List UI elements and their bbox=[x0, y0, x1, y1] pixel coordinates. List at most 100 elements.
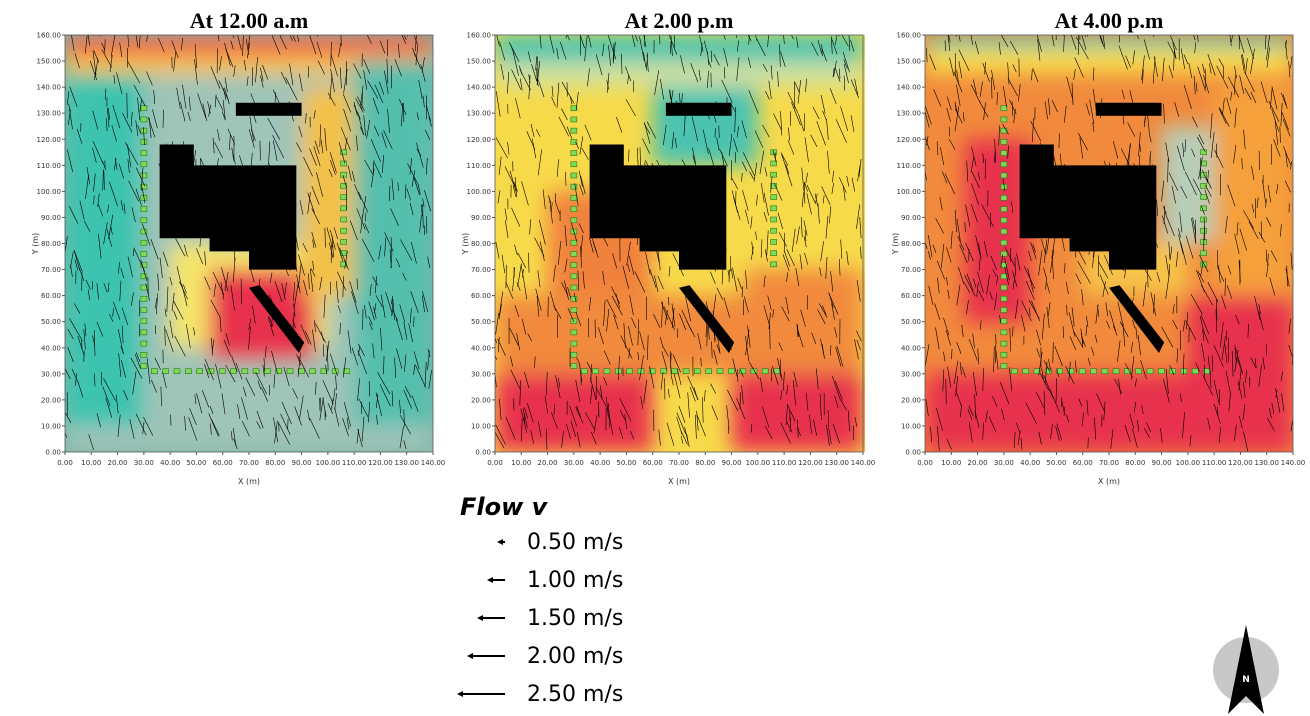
flow-vector bbox=[361, 239, 375, 262]
tree bbox=[1022, 368, 1029, 375]
flow-vector bbox=[188, 179, 196, 196]
tree bbox=[570, 329, 578, 336]
flow-vector bbox=[507, 71, 510, 94]
flow-vector bbox=[564, 280, 569, 300]
flow-vector bbox=[988, 416, 997, 433]
flow-vector bbox=[113, 75, 116, 84]
flow-vector bbox=[558, 116, 570, 137]
flow-vector bbox=[744, 209, 750, 224]
flow-vector bbox=[146, 71, 153, 86]
flow-vector bbox=[364, 223, 370, 234]
x-tick-label: 100.00 bbox=[746, 459, 771, 467]
flow-vector bbox=[796, 36, 799, 48]
flow-vector bbox=[782, 371, 785, 391]
flow-vector bbox=[968, 338, 978, 361]
flow-vector bbox=[357, 96, 365, 112]
flow-vector bbox=[968, 405, 974, 417]
flow-vector bbox=[1032, 68, 1039, 83]
flow-vector bbox=[612, 253, 618, 269]
flow-vector bbox=[643, 379, 647, 404]
flow-vector bbox=[1045, 277, 1047, 290]
flow-vector bbox=[859, 217, 862, 239]
flow-vector bbox=[1207, 355, 1211, 374]
flow-vector bbox=[346, 418, 350, 430]
flow-vector bbox=[235, 362, 243, 380]
flow-vector bbox=[101, 42, 106, 51]
flow-vector bbox=[679, 224, 681, 241]
x-tick-label: 10.00 bbox=[511, 459, 531, 467]
building bbox=[235, 102, 302, 116]
flow-vector bbox=[206, 169, 209, 180]
flow-vector bbox=[158, 163, 170, 186]
flow-vector bbox=[840, 239, 843, 259]
flow-vector bbox=[1030, 242, 1037, 260]
flow-vector bbox=[326, 344, 329, 371]
flow-vector bbox=[303, 280, 308, 296]
tree bbox=[1200, 205, 1207, 212]
tree bbox=[770, 239, 777, 245]
legend: 0.50 m/s1.00 m/s1.50 m/s2.00 m/s2.50 m/s bbox=[457, 530, 623, 707]
flow-vector bbox=[1198, 134, 1205, 145]
flow-vector bbox=[1262, 180, 1266, 203]
flow-vector bbox=[1162, 57, 1165, 82]
flow-vector bbox=[976, 282, 979, 297]
flow-vector bbox=[575, 311, 582, 326]
x-tick-label: 30.00 bbox=[134, 459, 154, 467]
flow-vector bbox=[1092, 246, 1096, 258]
flow-vector bbox=[166, 143, 173, 158]
flow-vector bbox=[269, 272, 273, 283]
flow-vector bbox=[936, 141, 939, 156]
flow-vector bbox=[723, 297, 730, 318]
flow-vector bbox=[109, 313, 114, 322]
flow-vector bbox=[796, 323, 799, 337]
flow-vector bbox=[292, 311, 295, 336]
flow-vector bbox=[551, 412, 558, 429]
flow-vector bbox=[159, 257, 163, 278]
flow-vector bbox=[840, 399, 847, 411]
tree bbox=[140, 228, 148, 235]
tree bbox=[770, 183, 777, 189]
flow-vector bbox=[299, 200, 304, 215]
flow-vector bbox=[362, 195, 367, 218]
flow-vector bbox=[669, 89, 671, 100]
flow-vector bbox=[365, 212, 367, 222]
y-tick-label: 20.00 bbox=[41, 396, 61, 404]
flow-vector bbox=[1130, 342, 1133, 353]
flow-vector bbox=[553, 404, 555, 415]
flow-vector bbox=[857, 159, 862, 182]
flow-vector bbox=[340, 127, 351, 151]
flow-vector bbox=[218, 35, 220, 41]
flow-vector bbox=[571, 222, 578, 242]
flow-vector bbox=[680, 430, 688, 445]
building bbox=[159, 144, 297, 270]
flow-vector bbox=[764, 249, 768, 262]
flow-vector bbox=[1081, 35, 1087, 50]
x-tick-label: 90.00 bbox=[722, 459, 742, 467]
flow-vector bbox=[537, 421, 542, 437]
flow-vector bbox=[686, 434, 689, 443]
y-tick-label: 20.00 bbox=[901, 396, 921, 404]
flow-vector bbox=[1151, 217, 1153, 235]
flow-vector bbox=[657, 275, 664, 290]
flow-vector bbox=[1256, 197, 1259, 208]
flow-vector bbox=[127, 60, 141, 84]
tree bbox=[614, 368, 622, 375]
flow-vector bbox=[1011, 201, 1014, 213]
y-axis-label: Y (m) bbox=[31, 233, 40, 255]
flow-vector bbox=[1066, 414, 1070, 423]
legend-label: 1.50 m/s bbox=[527, 606, 623, 631]
flow-vector bbox=[1215, 308, 1217, 333]
flow-vector bbox=[1288, 60, 1291, 78]
flow-vector bbox=[961, 324, 964, 337]
tree bbox=[140, 251, 148, 257]
flow-vector bbox=[356, 428, 359, 444]
flow-vector bbox=[1038, 431, 1042, 445]
panel: At 12.00 a.m0.0010.0020.0030.0040.0050.0… bbox=[31, 8, 445, 486]
flow-vector bbox=[1174, 102, 1180, 117]
flow-vector bbox=[232, 154, 236, 165]
flow-vector bbox=[958, 266, 965, 284]
flow-vector bbox=[995, 334, 997, 344]
flow-vector bbox=[827, 150, 830, 174]
flow-vector bbox=[83, 328, 86, 350]
flow-vector bbox=[551, 85, 554, 97]
